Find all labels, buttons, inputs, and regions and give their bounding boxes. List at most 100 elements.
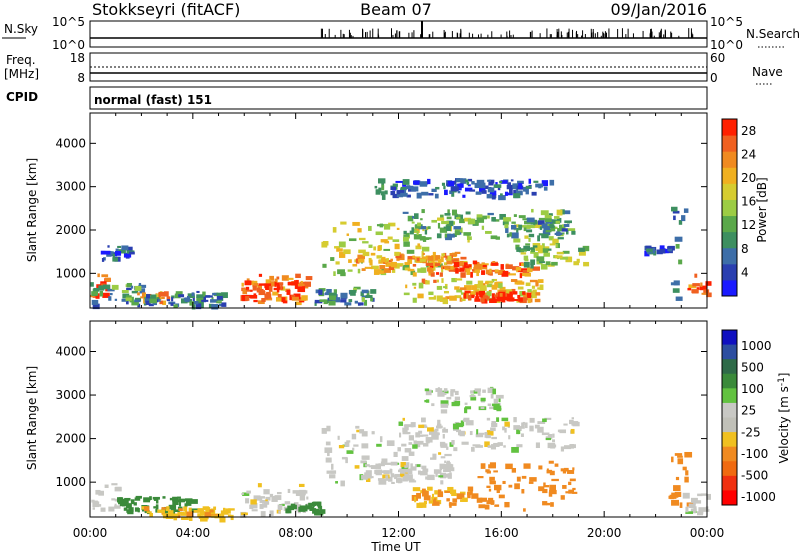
power-cell bbox=[525, 282, 531, 287]
velocity-cell bbox=[528, 481, 534, 484]
velocity-cell bbox=[290, 503, 296, 506]
power-cell bbox=[456, 289, 463, 293]
velocity-cell bbox=[119, 501, 127, 507]
power-cell bbox=[491, 293, 495, 300]
velocity-cell bbox=[352, 447, 355, 451]
power-cell bbox=[447, 233, 455, 238]
velocity-cell bbox=[125, 503, 132, 509]
power-cell bbox=[411, 227, 415, 232]
velocity-cell bbox=[246, 490, 251, 494]
velocity-cell bbox=[491, 422, 498, 428]
power-cell bbox=[114, 251, 122, 256]
power-cell bbox=[471, 285, 478, 290]
power-cell bbox=[538, 183, 542, 189]
power-cell bbox=[144, 298, 151, 303]
velocity-cell bbox=[563, 423, 568, 426]
power-cell bbox=[508, 273, 516, 276]
power-cell bbox=[491, 216, 496, 222]
power-cell bbox=[544, 225, 551, 231]
power-cell bbox=[524, 220, 531, 225]
velocity-cell bbox=[415, 442, 421, 448]
velocity-cell bbox=[563, 467, 569, 472]
power-cell bbox=[441, 253, 445, 257]
velocity-cell bbox=[435, 472, 438, 477]
power-cell bbox=[258, 273, 263, 277]
power-cell bbox=[486, 296, 490, 300]
power-cell bbox=[427, 267, 433, 272]
time-axis-labels: 00:00 04:00 08:00 12:00 16:00 20:00 00:00 bbox=[73, 526, 725, 540]
velocity-cell bbox=[292, 490, 300, 494]
power-cell bbox=[537, 235, 541, 242]
power-cell bbox=[526, 292, 532, 298]
velocity-cell bbox=[571, 417, 575, 420]
velocity-cell bbox=[402, 427, 408, 433]
freq-unit: [MHz] bbox=[4, 67, 39, 81]
power-cell bbox=[376, 224, 384, 227]
velocity-cell bbox=[552, 433, 555, 438]
power-cell bbox=[245, 286, 250, 290]
power-cell bbox=[112, 257, 118, 262]
power-cell bbox=[348, 238, 357, 242]
power-cell bbox=[447, 265, 454, 271]
power-cell bbox=[449, 190, 453, 195]
power-cell bbox=[403, 292, 410, 296]
power-cell bbox=[552, 238, 559, 244]
power-cell bbox=[491, 263, 499, 266]
power-cell bbox=[416, 257, 420, 262]
power-cell bbox=[256, 287, 260, 293]
power-cell bbox=[454, 251, 461, 255]
power-cell bbox=[671, 206, 678, 212]
power-cell bbox=[441, 268, 444, 273]
velocity-cell bbox=[462, 497, 468, 502]
velocity-cell bbox=[364, 464, 370, 467]
power-cell bbox=[578, 247, 585, 252]
velocity-x-axis bbox=[89, 321, 708, 517]
velocity-cell bbox=[406, 462, 410, 468]
power-cell bbox=[218, 303, 223, 307]
velocity-cell bbox=[321, 427, 327, 434]
velocity-cell bbox=[471, 493, 479, 499]
power-cell bbox=[101, 257, 105, 262]
velocity-cell bbox=[446, 446, 449, 450]
power-colorbar-swatch bbox=[722, 199, 737, 217]
velocity-cell bbox=[693, 501, 696, 505]
velocity-cell bbox=[337, 435, 340, 440]
velocity-cell bbox=[250, 499, 257, 505]
power-cell bbox=[508, 299, 514, 302]
power-cell bbox=[523, 245, 531, 252]
velocity-cell bbox=[494, 504, 500, 507]
power-cell bbox=[415, 245, 422, 250]
power-cell bbox=[95, 293, 100, 299]
power-cell bbox=[543, 186, 548, 191]
power-cell bbox=[499, 290, 507, 293]
velocity-cell bbox=[404, 424, 412, 428]
velocity-cell bbox=[319, 505, 323, 511]
xlabel: Time UT bbox=[370, 540, 421, 554]
power-cell bbox=[490, 269, 499, 272]
velocity-cell bbox=[424, 425, 428, 429]
power-cell bbox=[412, 282, 417, 286]
velocity-cell bbox=[285, 508, 290, 514]
power-cell bbox=[701, 292, 708, 295]
velocity-cell bbox=[437, 391, 445, 397]
power-cell bbox=[412, 272, 417, 277]
power-cell bbox=[265, 297, 273, 301]
power-cell bbox=[421, 191, 429, 196]
power-cell bbox=[281, 297, 286, 303]
power-cell bbox=[427, 255, 434, 261]
velocity-cell bbox=[178, 498, 186, 503]
velocity-cell bbox=[489, 478, 492, 484]
velocity-cell bbox=[513, 425, 521, 430]
velocity-ytick-label: 3000 bbox=[55, 388, 86, 402]
power-cell bbox=[336, 248, 343, 252]
power-cell bbox=[487, 215, 490, 219]
power-cell bbox=[126, 287, 132, 291]
velocity-cell bbox=[486, 430, 494, 436]
power-cell bbox=[499, 293, 503, 297]
velocity-cell bbox=[542, 418, 547, 423]
power-cell bbox=[646, 248, 653, 252]
velocity-cell bbox=[155, 509, 158, 513]
velocity-cell bbox=[428, 431, 435, 435]
velocity-cell bbox=[410, 466, 417, 471]
